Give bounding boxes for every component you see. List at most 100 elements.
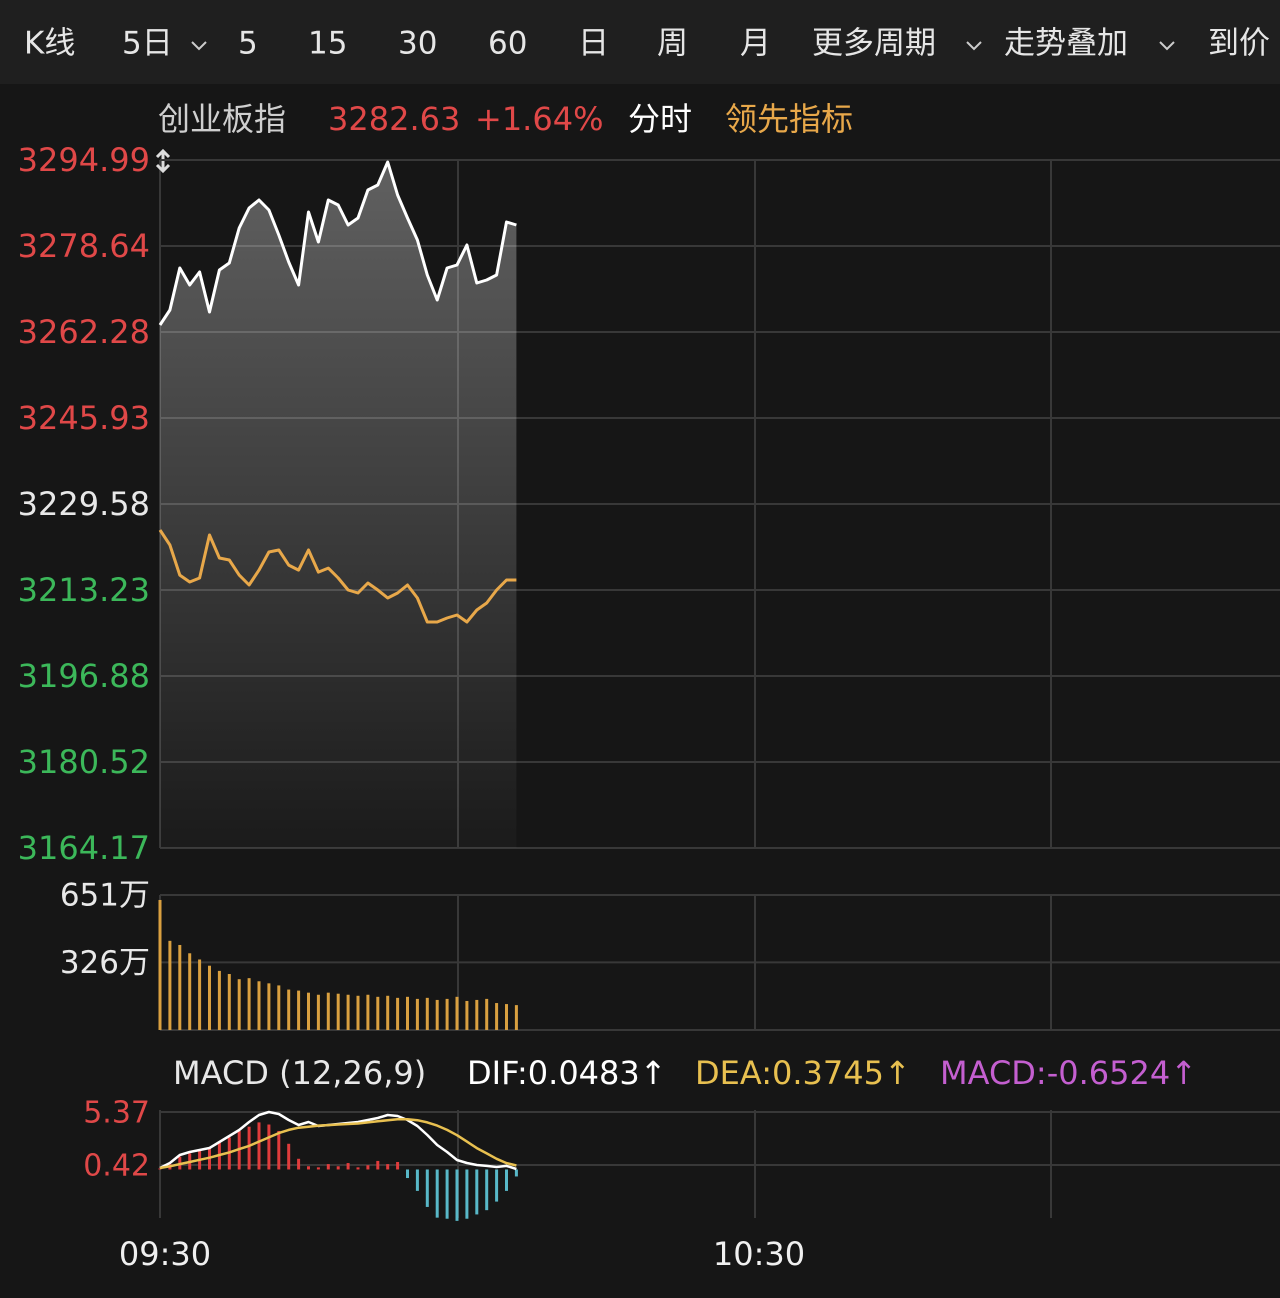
volume-bar <box>485 998 489 1030</box>
y-tick-label: 3180.52 <box>18 743 150 781</box>
volume-bar <box>396 997 400 1030</box>
volume-bar <box>425 997 429 1030</box>
macd-bar <box>396 1161 400 1170</box>
volume-bar <box>287 989 291 1030</box>
volume-bar <box>356 995 360 1030</box>
macd-bar <box>257 1122 261 1170</box>
dropdown-icon <box>191 41 207 51</box>
macd-bar <box>158 1168 162 1170</box>
line <box>159 1117 517 1170</box>
volume-bar <box>514 1005 518 1030</box>
volume-bar <box>178 944 182 1030</box>
macd-bar <box>336 1166 340 1170</box>
macd-bar <box>425 1169 429 1207</box>
volume-bar <box>415 998 419 1030</box>
volume-bar <box>247 978 251 1030</box>
volume-bar <box>336 993 340 1030</box>
tab[interactable]: 更多周期 <box>812 26 936 62</box>
y-tick-label: 326万 <box>60 945 150 981</box>
tab[interactable]: 到价 <box>1208 26 1270 62</box>
y-tick-label: 651万 <box>60 878 150 914</box>
tab[interactable]: 60 <box>488 26 527 62</box>
macd-bar <box>495 1169 499 1202</box>
change: +1.64% <box>475 100 603 138</box>
macd-bar <box>485 1169 489 1211</box>
macd-bar <box>475 1169 479 1215</box>
last-price: 3282.63 <box>328 100 460 138</box>
macd-bar <box>277 1130 281 1170</box>
volume-bar <box>227 974 231 1030</box>
legend-entry: 分时 <box>628 100 692 138</box>
volume-bar <box>495 1003 499 1030</box>
indicator-title: MACD (12,26,9) <box>173 1054 426 1092</box>
volume-bar <box>217 970 221 1030</box>
tab[interactable]: K线 <box>24 26 75 62</box>
volume-bar <box>168 940 172 1030</box>
volume-bar <box>445 998 449 1030</box>
y-tick-label: 5.37 <box>83 1096 150 1131</box>
volume-bar <box>465 1000 469 1030</box>
chart-title: 创业板指 <box>158 100 286 138</box>
volume-bar <box>386 995 390 1030</box>
volume-bar <box>188 953 192 1030</box>
legend-entry: DIF:0.0483↑ <box>467 1054 667 1092</box>
tabs: K线 5日 5 15 30 60 日 周 月 更多周期 走势叠加 到价 <box>24 26 1270 62</box>
line <box>158 160 517 326</box>
area <box>160 162 517 848</box>
legend-entry: MACD:-0.6524↑ <box>940 1054 1197 1092</box>
macd-bar <box>356 1167 360 1170</box>
volume-bar <box>376 996 380 1030</box>
volume-bar <box>435 999 439 1030</box>
toolbar <box>0 0 1280 84</box>
y-tick-label: 3213.23 <box>18 571 150 609</box>
tab[interactable]: 30 <box>398 26 437 62</box>
tab[interactable]: 日 <box>578 26 609 62</box>
macd-bar <box>455 1169 459 1221</box>
macd-bar <box>267 1124 271 1170</box>
macd-bar <box>326 1164 330 1170</box>
x-tick-label: 10:30 <box>713 1235 805 1273</box>
tab[interactable]: 走势叠加 <box>1004 26 1128 62</box>
volume-bar <box>346 994 350 1030</box>
volume-bar <box>277 985 281 1030</box>
volume-bar <box>366 994 370 1030</box>
macd-bar <box>307 1166 310 1170</box>
volume-bar <box>505 1004 508 1030</box>
y-tick-label: 3262.28 <box>18 313 150 351</box>
volume-bar <box>297 990 301 1030</box>
macd-bar <box>406 1169 409 1179</box>
macd-bar <box>445 1169 449 1219</box>
macd-bar <box>376 1160 380 1170</box>
y-tick-label: 3229.58 <box>18 485 150 523</box>
macd-bar <box>415 1169 419 1191</box>
volume-bar <box>198 959 202 1030</box>
y-tick-label: 0.42 <box>83 1148 150 1183</box>
x-tick-label: 09:30 <box>119 1235 211 1273</box>
legend-entry: 领先指标 <box>725 100 853 138</box>
volume-bar <box>475 999 479 1030</box>
volume-bar <box>158 899 162 1030</box>
y-tick-label: 3278.64 <box>18 227 150 265</box>
macd-bar <box>287 1143 291 1170</box>
macd-bar <box>247 1126 251 1170</box>
tab[interactable]: 5日 <box>122 26 173 62</box>
y-tick-label: 3196.88 <box>18 657 150 695</box>
macd-bar <box>505 1169 508 1191</box>
macd-bar <box>386 1164 390 1170</box>
volume-bar <box>406 996 409 1030</box>
macd-bar <box>297 1158 301 1170</box>
macd-bar <box>435 1169 439 1218</box>
tab[interactable]: 月 <box>740 26 771 62</box>
y-tick-label: 3294.99 <box>18 141 150 179</box>
volume-bar <box>267 983 271 1030</box>
tab[interactable]: 5 <box>238 26 258 62</box>
tab[interactable]: 15 <box>308 26 347 62</box>
y-tick-label: 3164.17 <box>18 829 150 867</box>
volume-bar <box>316 994 320 1030</box>
dropdown-icon <box>966 41 982 51</box>
macd-bar <box>346 1163 350 1170</box>
tab[interactable]: 周 <box>657 26 688 62</box>
volume-bar <box>257 981 261 1030</box>
dropdown-icon <box>1159 41 1175 51</box>
volume-bar <box>237 979 241 1030</box>
